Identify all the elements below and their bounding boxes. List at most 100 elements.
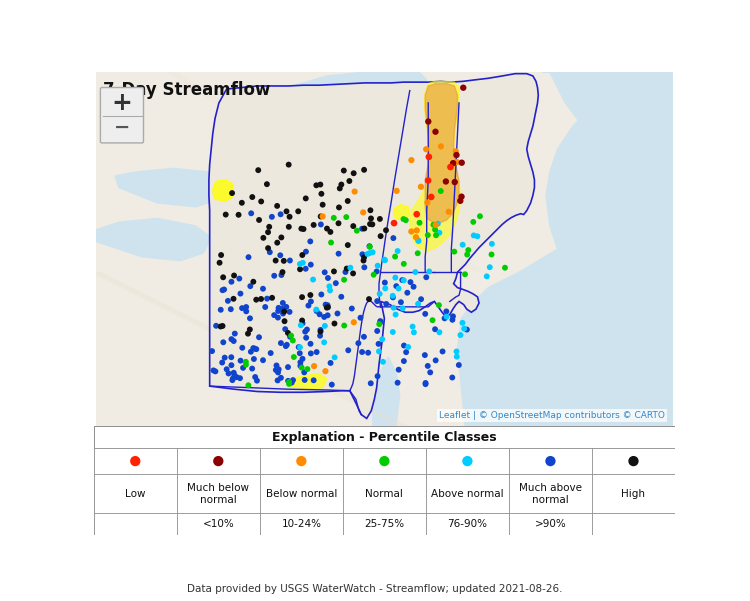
Point xyxy=(319,321,331,331)
Point xyxy=(275,338,287,348)
Point xyxy=(308,361,320,371)
Point xyxy=(296,316,308,325)
Point xyxy=(320,300,332,310)
Point xyxy=(451,347,463,356)
Point xyxy=(413,218,425,228)
Point xyxy=(295,358,307,367)
Point xyxy=(435,186,447,196)
Point xyxy=(226,188,238,198)
Point xyxy=(274,251,286,260)
Point xyxy=(271,361,283,370)
Point xyxy=(332,249,344,258)
Point xyxy=(218,285,230,294)
Point xyxy=(295,361,307,371)
Point xyxy=(358,255,370,265)
Point xyxy=(226,277,238,287)
Point xyxy=(315,290,327,299)
Bar xyxy=(509,513,592,535)
Point xyxy=(406,155,418,165)
Point xyxy=(283,160,295,169)
Point xyxy=(305,297,317,307)
Point xyxy=(429,225,441,234)
Bar xyxy=(592,513,675,535)
Point xyxy=(310,347,322,357)
Text: High: High xyxy=(622,489,646,499)
Point xyxy=(226,334,238,344)
Point xyxy=(280,302,292,312)
Point xyxy=(266,212,278,222)
Bar xyxy=(426,513,509,535)
Point xyxy=(298,368,310,377)
Point xyxy=(423,267,435,276)
Point xyxy=(467,217,479,227)
Point xyxy=(219,353,231,362)
Point xyxy=(217,321,229,331)
Point xyxy=(363,294,375,304)
Point xyxy=(257,233,269,243)
Point xyxy=(424,368,436,377)
Point xyxy=(389,252,401,261)
Point xyxy=(415,294,427,304)
Point xyxy=(304,290,316,300)
Point xyxy=(298,224,310,234)
Point xyxy=(206,346,218,356)
Point xyxy=(233,274,245,284)
Point xyxy=(388,218,400,228)
Point xyxy=(304,339,316,349)
Point xyxy=(411,209,423,219)
Point xyxy=(423,152,435,162)
Bar xyxy=(260,513,343,535)
Point xyxy=(456,158,468,168)
Point xyxy=(277,267,289,277)
Point xyxy=(282,362,294,372)
Point xyxy=(212,456,224,466)
Point xyxy=(284,307,296,317)
Text: Low: Low xyxy=(125,489,146,499)
Point xyxy=(248,277,259,287)
Point xyxy=(223,368,235,378)
Point xyxy=(332,219,344,228)
Point xyxy=(458,324,470,334)
Point xyxy=(294,349,306,358)
Point xyxy=(282,328,294,338)
Point xyxy=(235,289,247,299)
Point xyxy=(297,258,309,267)
Point xyxy=(280,341,292,351)
Point xyxy=(226,361,238,370)
Point xyxy=(300,333,312,343)
Point xyxy=(364,206,376,215)
Point xyxy=(237,363,249,373)
Point xyxy=(430,220,442,230)
Point xyxy=(264,248,276,257)
Point xyxy=(314,310,326,319)
Point xyxy=(388,303,400,313)
Point xyxy=(217,338,229,347)
Point xyxy=(296,354,308,364)
Point xyxy=(368,270,380,279)
Text: Data provided by USGS WaterWatch - Streamflow; updated 2021-08-26.: Data provided by USGS WaterWatch - Strea… xyxy=(188,584,562,594)
Bar xyxy=(343,474,426,513)
Bar xyxy=(426,474,509,513)
Point xyxy=(419,309,431,319)
Point xyxy=(335,292,347,302)
Point xyxy=(422,198,434,207)
Point xyxy=(392,284,404,293)
Point xyxy=(296,319,308,328)
Text: 25-75%: 25-75% xyxy=(364,519,404,529)
Point xyxy=(457,240,469,249)
Point xyxy=(332,309,344,319)
Point xyxy=(307,275,319,284)
Point xyxy=(407,282,419,291)
Point xyxy=(229,329,241,338)
Point xyxy=(347,221,359,231)
Point xyxy=(255,197,267,206)
Point xyxy=(471,231,483,241)
Point xyxy=(474,212,486,221)
Point xyxy=(226,374,238,383)
Point xyxy=(248,344,260,353)
Point xyxy=(283,377,295,386)
Point xyxy=(340,212,352,222)
Point xyxy=(346,304,358,313)
Point xyxy=(288,352,300,362)
Point xyxy=(208,365,220,375)
